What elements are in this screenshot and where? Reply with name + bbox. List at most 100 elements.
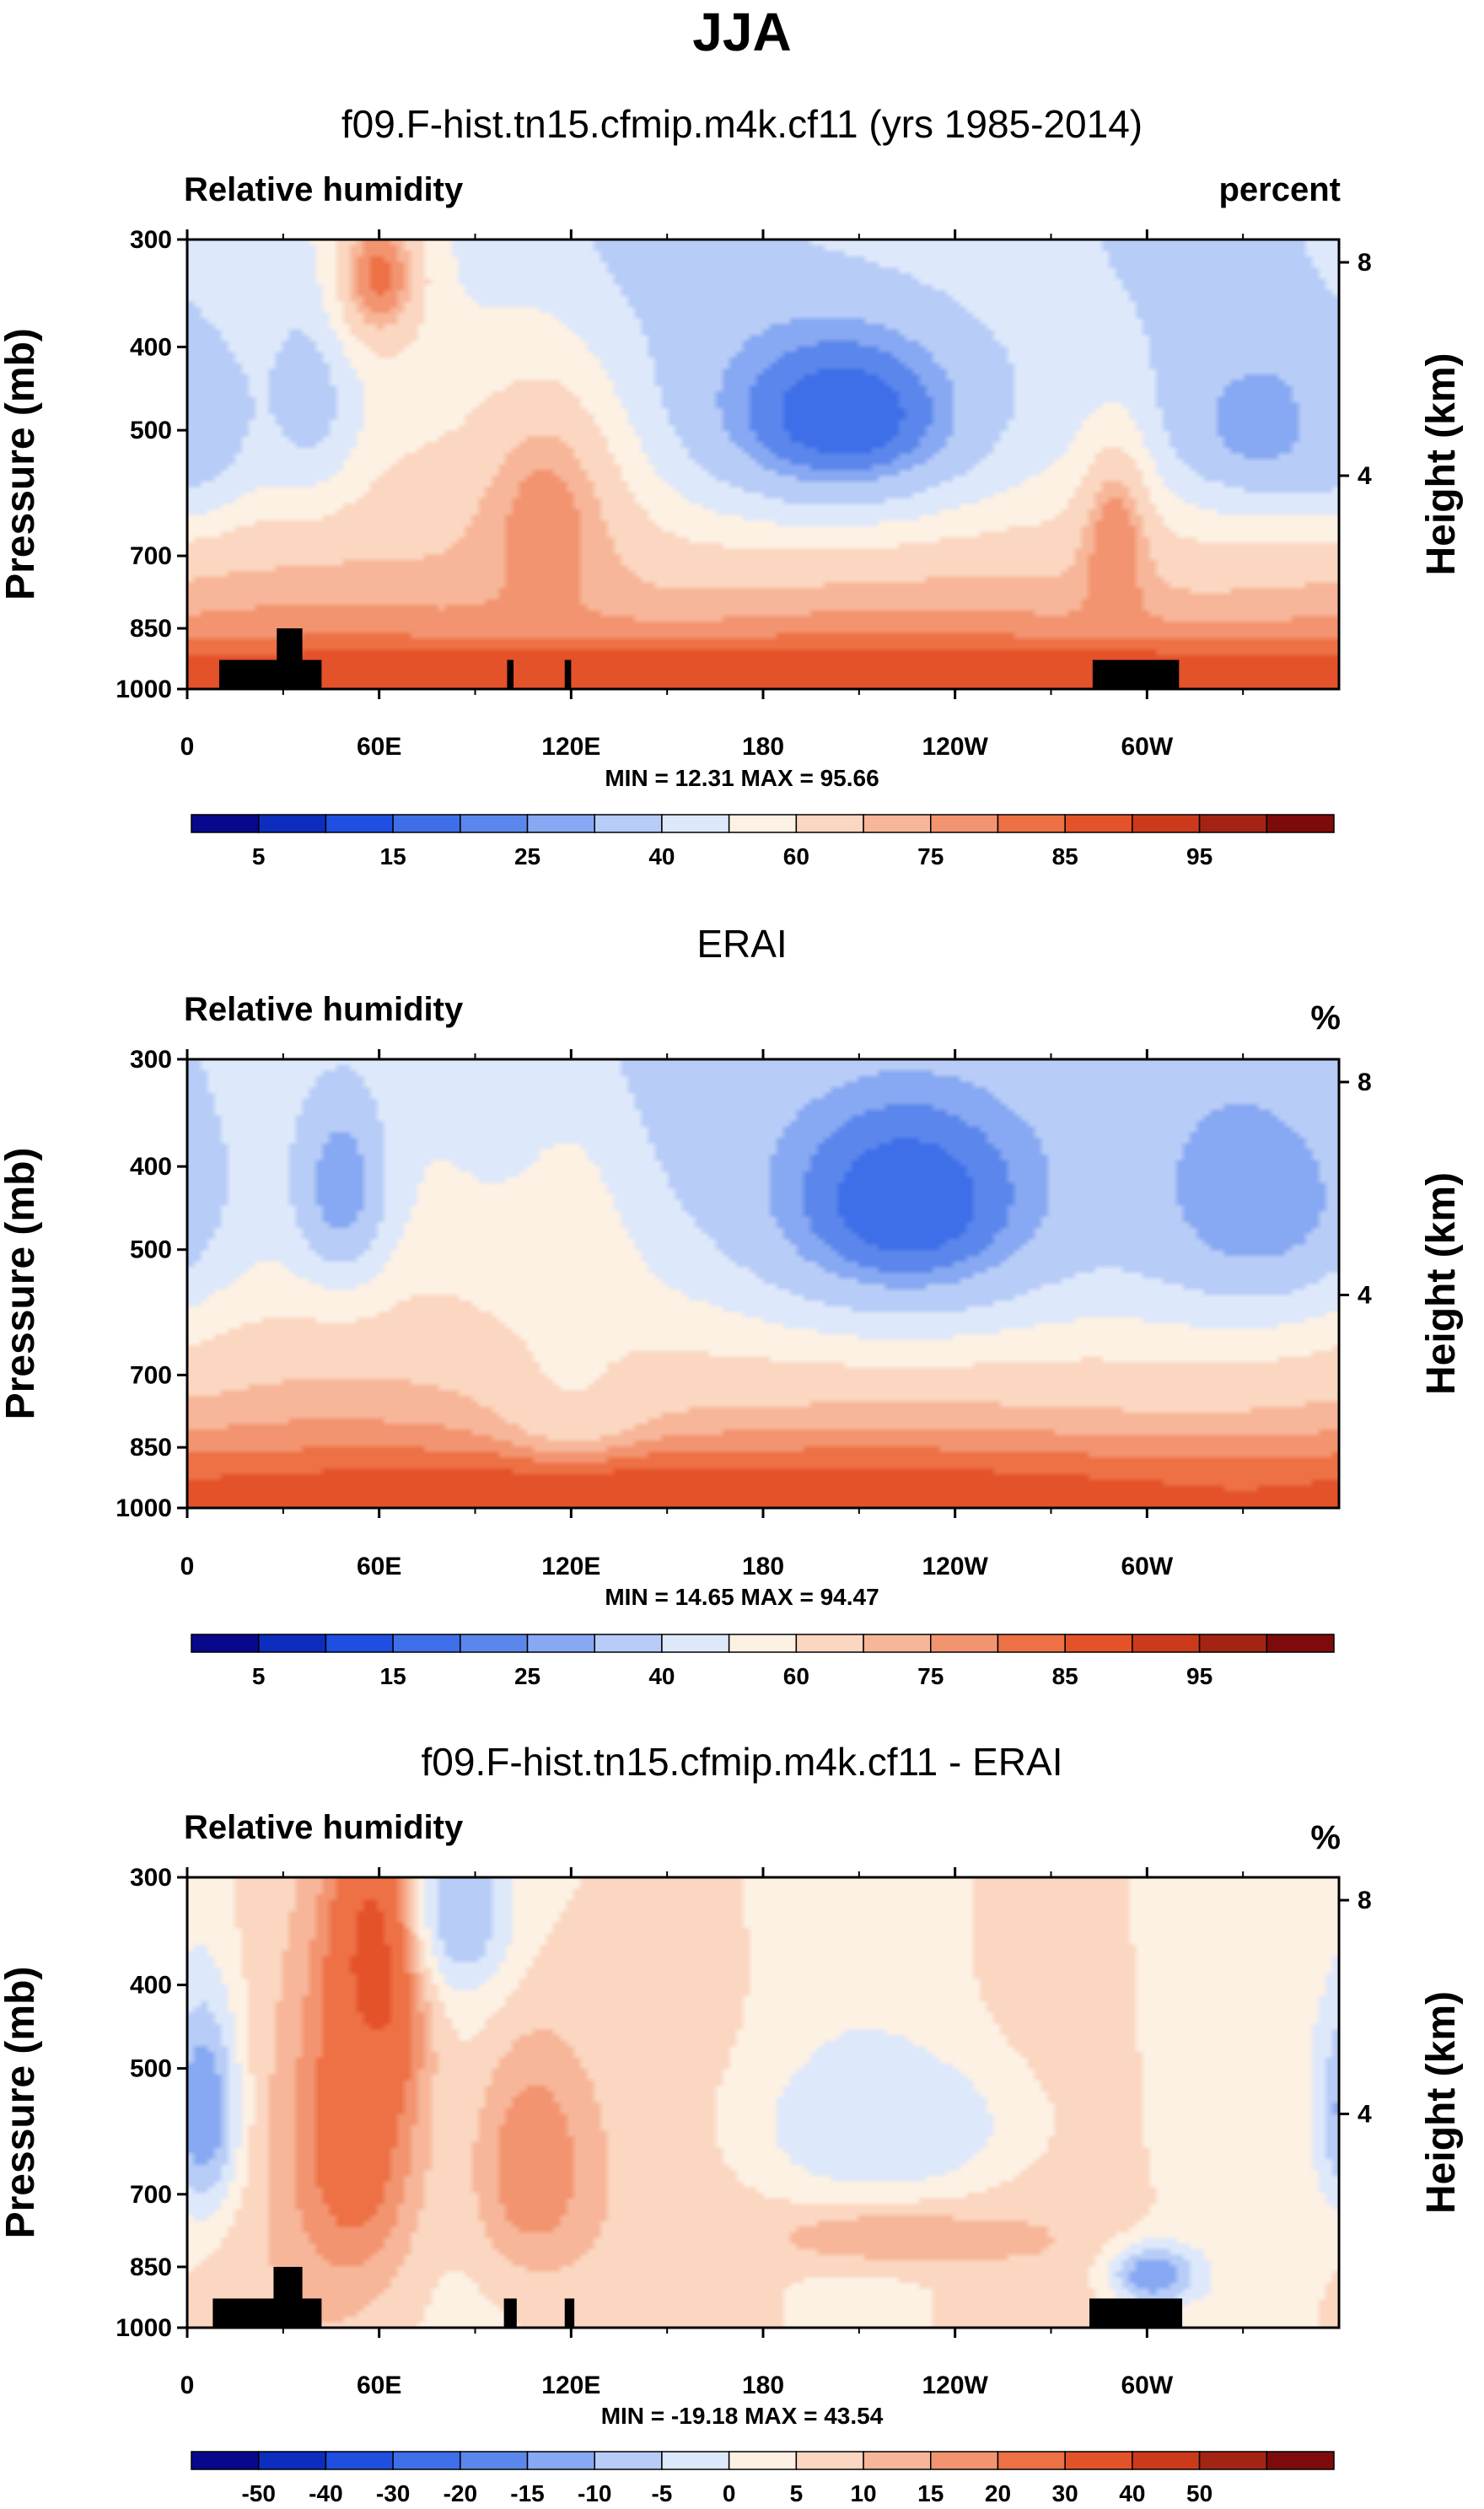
colorbar-box — [1266, 2451, 1335, 2470]
colorbar-box — [526, 1634, 595, 1653]
colorbar-label: 40 — [648, 1663, 675, 1689]
colorbar-label: 15 — [380, 843, 406, 870]
colorbar-box — [1198, 1634, 1268, 1653]
panel-difference: f09.F-hist.tn15.cfmip.m4k.cf11 - ERAI Re… — [0, 1740, 1464, 2506]
topography-block — [218, 660, 322, 689]
x-tick-label: 60E — [357, 1553, 401, 1580]
colorbar-label: -40 — [309, 2480, 342, 2506]
figure-title: JJA — [692, 2, 791, 62]
colorbar-box — [392, 2451, 461, 2470]
colorbar-box — [191, 814, 260, 833]
y-tick-label: 400 — [130, 333, 172, 361]
y-tick-label: 1000 — [116, 1494, 172, 1522]
colorbar-box — [1198, 2451, 1268, 2470]
panel-erai: ERAI Relative humidity % MIN = 14.65 MAX… — [0, 922, 1464, 1689]
x-tick-label: 0 — [180, 1553, 195, 1580]
colorbar-box — [526, 2451, 595, 2470]
colorbar-label: -10 — [578, 2480, 611, 2506]
colorbar-label: 40 — [1119, 2480, 1145, 2506]
y2-tick-label: 4 — [1358, 1282, 1372, 1310]
colorbar-label: -50 — [241, 2480, 275, 2506]
colorbar-box — [1132, 2451, 1201, 2470]
y-axis-title: Pressure (mb) — [0, 1967, 43, 2239]
topography-block — [277, 628, 303, 689]
y-tick-label: 1000 — [116, 676, 172, 703]
colorbar-box — [1064, 2451, 1133, 2470]
colorbar-box — [526, 814, 595, 833]
min-max-label: MIN = 14.65 MAX = 94.47 — [605, 1584, 879, 1610]
colorbar-box — [863, 2451, 932, 2470]
colorbar-box — [325, 1634, 394, 1653]
colorbar-label: 30 — [1052, 2480, 1078, 2506]
variable-label: Relative humidity — [184, 1809, 464, 1846]
colorbar-label: -5 — [651, 2480, 672, 2506]
y2-axis-title: Height (km) — [1419, 1172, 1464, 1395]
colorbar-box — [325, 814, 394, 833]
topography-block — [1092, 660, 1180, 689]
x-tick-label: 120E — [541, 1553, 600, 1580]
colorbar-box — [1198, 814, 1268, 833]
colorbar-label: 25 — [514, 843, 540, 870]
colorbar-label: 60 — [783, 843, 809, 870]
panel-title: f09.F-hist.tn15.cfmip.m4k.cf11 - ERAI — [422, 1740, 1063, 1784]
colorbar-box — [1132, 814, 1201, 833]
colorbar-box — [661, 1634, 730, 1653]
y-tick-label: 850 — [130, 1434, 172, 1462]
y2-axis-title: Height (km) — [1419, 1991, 1464, 2214]
colorbar-box — [392, 1634, 461, 1653]
y-axis-title: Pressure (mb) — [0, 1148, 43, 1420]
units-label: % — [1310, 1819, 1341, 1856]
colorbar-box — [728, 1634, 798, 1653]
colorbar-box — [460, 1634, 529, 1653]
colorbar-box — [191, 2451, 260, 2470]
contour-field — [187, 240, 1339, 689]
colorbar-label: 5 — [252, 1663, 266, 1689]
topography-block — [503, 2298, 517, 2328]
colorbar-label: 50 — [1186, 2480, 1212, 2506]
colorbar-box — [1266, 1634, 1335, 1653]
units-label: percent — [1219, 171, 1342, 208]
y-tick-label: 500 — [130, 1236, 172, 1264]
colorbar-box — [392, 814, 461, 833]
colorbar-label: 60 — [783, 1663, 809, 1689]
colorbar-box — [728, 814, 798, 833]
y-tick-label: 700 — [130, 2181, 172, 2209]
x-tick-label: 60W — [1121, 2372, 1173, 2399]
x-tick-label: 60E — [357, 733, 401, 761]
colorbar-box — [930, 2451, 999, 2470]
colorbar-box — [997, 814, 1066, 833]
x-tick-label: 180 — [742, 733, 784, 761]
y-tick-label: 500 — [130, 417, 172, 444]
colorbar-label: 15 — [380, 1663, 406, 1689]
y-tick-label: 700 — [130, 1361, 172, 1389]
topography-block — [1089, 2298, 1183, 2328]
colorbar-box — [1132, 1634, 1201, 1653]
y-tick-label: 400 — [130, 1153, 172, 1181]
x-tick-label: 120E — [541, 2372, 600, 2399]
colorbar-box — [795, 814, 864, 833]
colorbar-box — [795, 1634, 864, 1653]
colorbar-box — [1266, 814, 1335, 833]
topography-block — [273, 2266, 303, 2328]
variable-label: Relative humidity — [184, 171, 464, 208]
x-tick-label: 0 — [180, 733, 195, 761]
x-tick-label: 60W — [1121, 733, 1173, 761]
colorbar-box — [661, 814, 730, 833]
colorbar-label: 5 — [790, 2480, 804, 2506]
x-tick-label: 180 — [742, 1553, 784, 1580]
colorbar-box — [1064, 814, 1133, 833]
y-tick-label: 300 — [130, 1046, 172, 1074]
x-tick-label: 0 — [180, 2372, 195, 2399]
colorbar-box — [191, 1634, 260, 1653]
y2-tick-label: 8 — [1358, 1069, 1372, 1096]
colorbar-label: 95 — [1186, 843, 1212, 870]
contour-field — [187, 1059, 1339, 1508]
x-tick-label: 60E — [357, 2372, 401, 2399]
panel-model: f09.F-hist.tn15.cfmip.m4k.cf11 (yrs 1985… — [0, 102, 1464, 870]
colorbar-label: 0 — [723, 2480, 736, 2506]
topography-block — [212, 2298, 322, 2328]
topography-block — [564, 2298, 575, 2328]
colorbar-box — [257, 1634, 327, 1653]
y-tick-label: 500 — [130, 2055, 172, 2083]
y2-tick-label: 4 — [1358, 462, 1372, 490]
